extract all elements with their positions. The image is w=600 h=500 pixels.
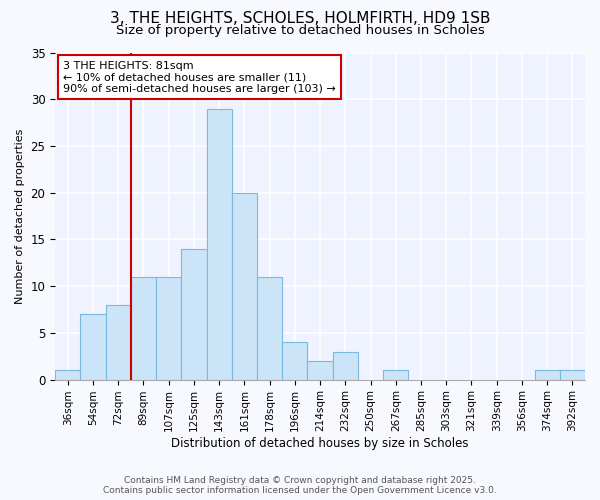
Text: Contains HM Land Registry data © Crown copyright and database right 2025.
Contai: Contains HM Land Registry data © Crown c… [103, 476, 497, 495]
Bar [232, 192, 257, 380]
Y-axis label: Number of detached properties: Number of detached properties [15, 128, 25, 304]
Bar [156, 277, 181, 380]
Text: 3, THE HEIGHTS, SCHOLES, HOLMFIRTH, HD9 1SB: 3, THE HEIGHTS, SCHOLES, HOLMFIRTH, HD9 … [110, 11, 490, 26]
Bar [131, 277, 156, 380]
Bar [80, 314, 106, 380]
Bar [535, 370, 560, 380]
Bar [282, 342, 307, 380]
Bar [106, 305, 131, 380]
Text: Size of property relative to detached houses in Scholes: Size of property relative to detached ho… [116, 24, 484, 37]
Bar [307, 361, 332, 380]
Bar [332, 352, 358, 380]
Bar [181, 249, 206, 380]
Text: 3 THE HEIGHTS: 81sqm
← 10% of detached houses are smaller (11)
90% of semi-detac: 3 THE HEIGHTS: 81sqm ← 10% of detached h… [63, 60, 336, 94]
Bar [383, 370, 409, 380]
Bar [560, 370, 585, 380]
Bar [257, 277, 282, 380]
X-axis label: Distribution of detached houses by size in Scholes: Distribution of detached houses by size … [172, 437, 469, 450]
Bar [206, 108, 232, 380]
Bar [55, 370, 80, 380]
